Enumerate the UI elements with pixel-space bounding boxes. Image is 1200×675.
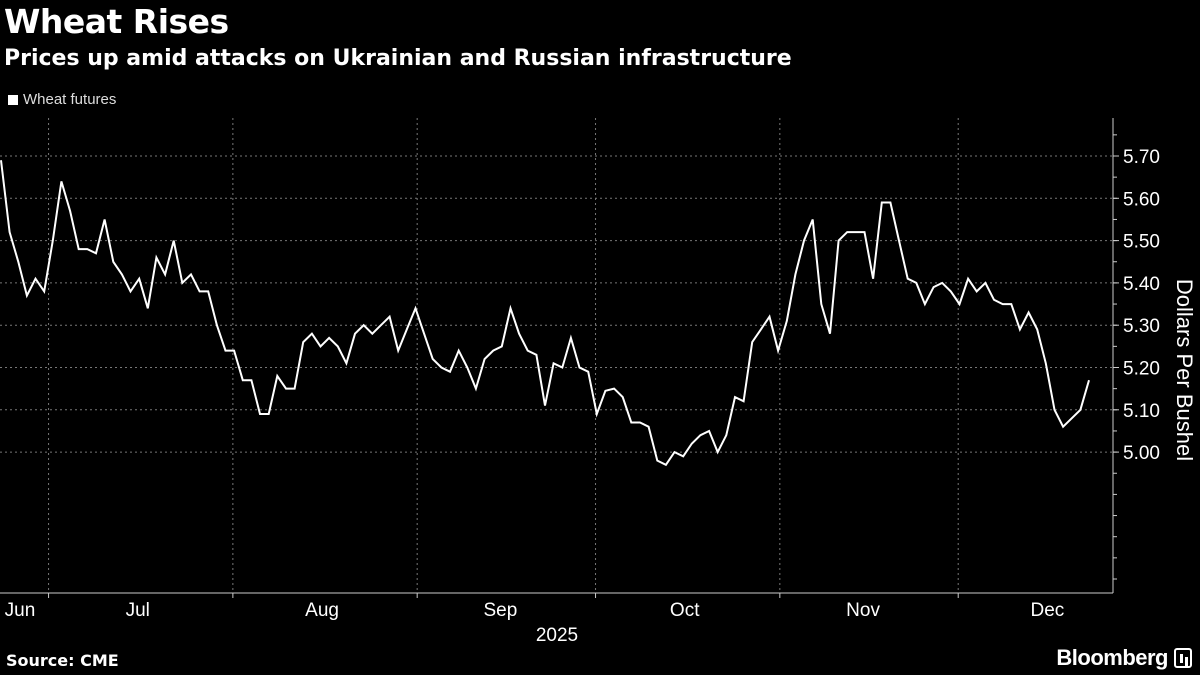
y-tick-label: 5.70 xyxy=(1123,147,1160,168)
legend: Wheat futures xyxy=(8,91,116,108)
bloomberg-logo: Bloomberg xyxy=(1056,645,1192,671)
x-tick-label: Dec xyxy=(1030,600,1064,621)
x-tick-label: Nov xyxy=(846,600,880,621)
y-axis-title: Dollars Per Bushel xyxy=(1172,279,1197,461)
x-axis-title: 2025 xyxy=(536,625,578,646)
legend-swatch xyxy=(8,94,18,105)
y-tick-label: 5.60 xyxy=(1123,189,1160,210)
chart-title: Wheat Rises xyxy=(4,2,229,41)
y-tick-label: 5.50 xyxy=(1123,232,1160,253)
x-tick-label: Jun xyxy=(5,600,36,621)
source-note: Source: CME xyxy=(6,651,119,670)
y-tick-label: 5.10 xyxy=(1123,401,1160,422)
y-tick-label: 5.20 xyxy=(1123,359,1160,380)
x-tick-label: Oct xyxy=(670,600,700,621)
brand-name: Bloomberg xyxy=(1056,645,1168,670)
legend-label: Wheat futures xyxy=(23,91,117,108)
bloomberg-chart-icon xyxy=(1174,648,1192,668)
y-tick-label: 5.40 xyxy=(1123,274,1160,295)
x-tick-label: Jul xyxy=(126,600,150,621)
x-tick-label: Sep xyxy=(484,600,518,621)
series-line-wheat-futures xyxy=(0,160,1090,467)
x-tick-label: Aug xyxy=(305,600,339,621)
y-tick-label: 5.00 xyxy=(1123,443,1160,464)
y-tick-label: 5.30 xyxy=(1123,316,1160,337)
chart-subtitle: Prices up amid attacks on Ukrainian and … xyxy=(4,46,792,71)
